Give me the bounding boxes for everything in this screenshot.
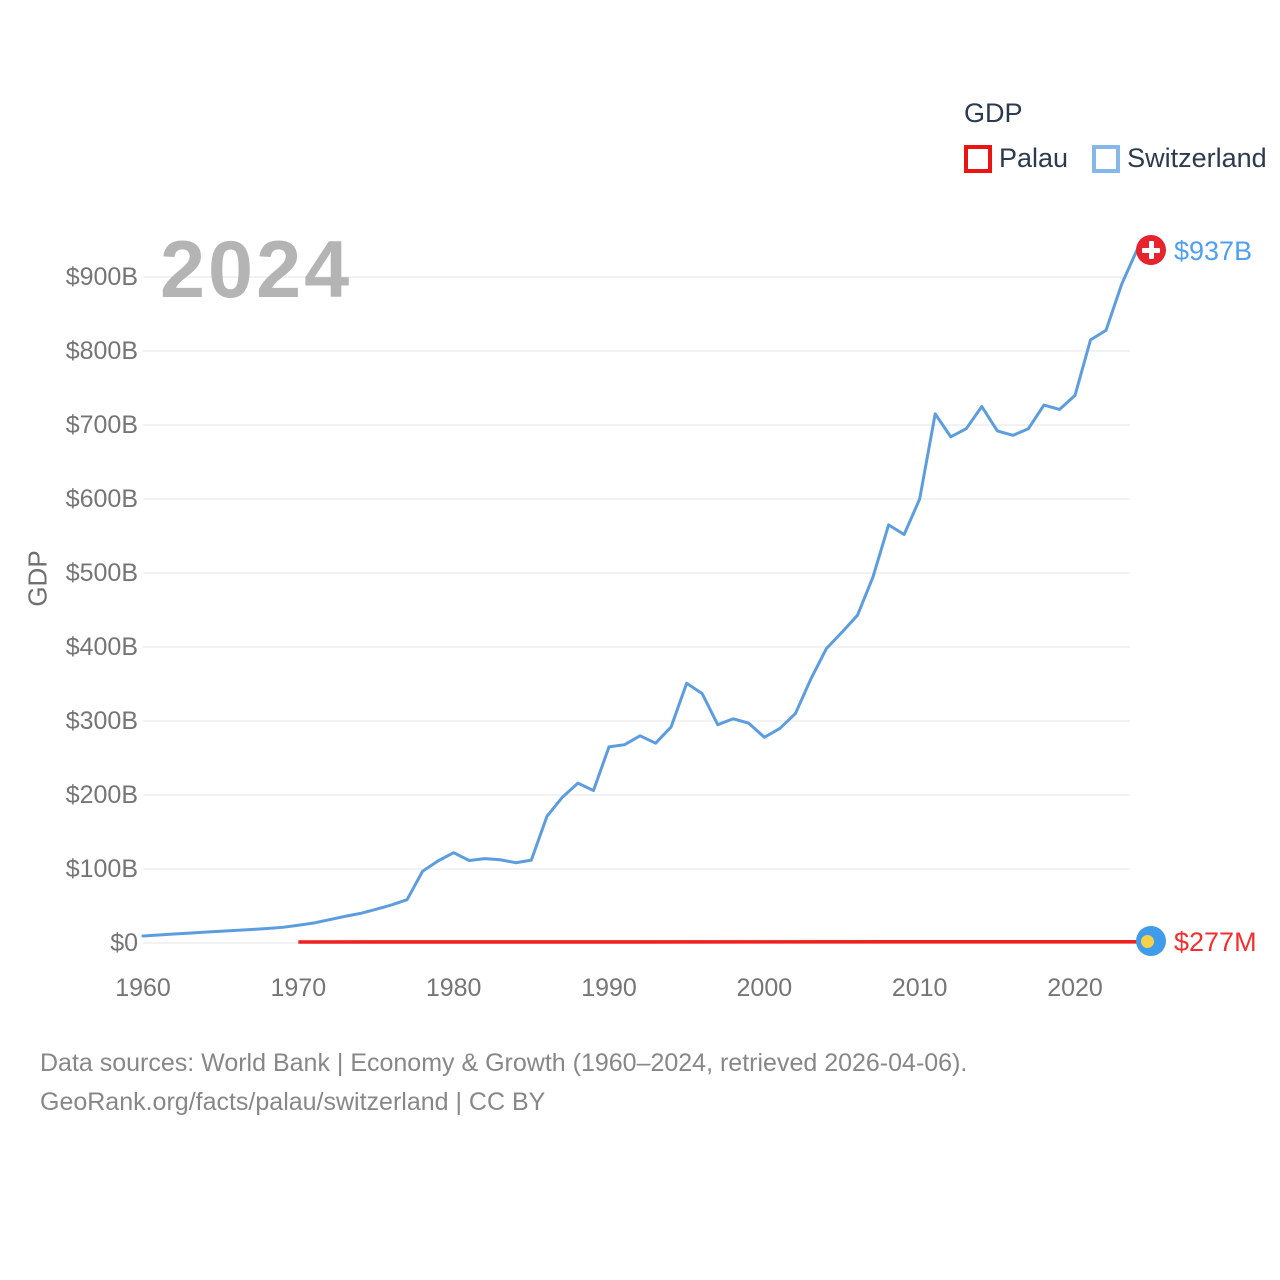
footer: Data sources: World Bank | Economy & Gro… <box>40 1044 967 1122</box>
y-tick-label: $400B <box>65 633 138 661</box>
y-tick-label: $500B <box>65 559 138 587</box>
palau-sun-icon <box>1141 934 1154 948</box>
y-tick-label: $800B <box>65 337 138 365</box>
legend-item-switzerland[interactable]: Switzerland <box>1092 143 1267 174</box>
y-tick-label: $200B <box>65 781 138 809</box>
palau-flag-icon <box>1136 926 1166 956</box>
switzerland-end-value: $937B <box>1174 236 1253 266</box>
y-tick-label: $600B <box>65 485 138 513</box>
y-tick-label: $0 <box>110 929 138 957</box>
x-tick-label: 1980 <box>425 974 482 1002</box>
legend-title: GDP <box>964 98 1023 128</box>
legend-swatch-icon <box>1092 144 1121 173</box>
footer-attribution: GeoRank.org/facts/palau/switzerland | CC… <box>40 1088 546 1116</box>
y-tick-label: $300B <box>65 707 138 735</box>
switzerland-series-line <box>141 248 1139 938</box>
legend: GDP Palau Switzerland <box>964 98 1267 174</box>
x-tick-label: 1990 <box>581 974 637 1002</box>
footer-sources: Data sources: World Bank | Economy & Gro… <box>40 1049 968 1077</box>
swiss-cross-icon <box>1142 247 1160 253</box>
switzerland-flag-icon <box>1136 235 1166 265</box>
watermark-year: 2024 <box>160 225 353 315</box>
palau-end-value: $277M <box>1174 927 1257 957</box>
legend-item-palau[interactable]: Palau <box>964 143 1068 174</box>
x-tick-label: 1960 <box>115 974 171 1002</box>
x-tick-label: 2010 <box>891 974 948 1002</box>
legend-item-label: Switzerland <box>1127 143 1267 173</box>
x-tick-label: 1970 <box>270 974 327 1002</box>
legend-swatch-icon <box>964 144 992 173</box>
y-tick-label: $100B <box>65 855 138 883</box>
x-tick-label: 2020 <box>1047 974 1103 1002</box>
legend-items: Palau Switzerland <box>964 143 1267 174</box>
y-tick-label: $900B <box>65 263 138 291</box>
legend-item-label: Palau <box>999 143 1069 173</box>
x-tick-label: 2000 <box>736 974 793 1002</box>
y-tick-label: $700B <box>65 411 138 439</box>
